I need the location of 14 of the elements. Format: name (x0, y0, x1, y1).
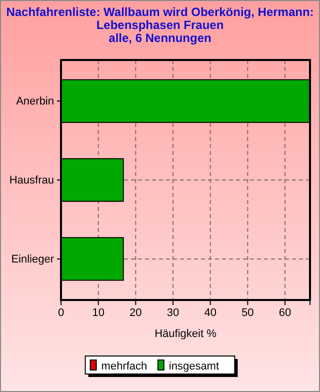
chart-title: Nachfahrenliste: Wallbaum wird Oberkönig, Hermann: Lebensphasen Frauen alle, 6 Nennungen (6, 5, 314, 45)
x-axis-title: Häufigkeit % (154, 328, 217, 340)
x-tick-label: 0 (58, 306, 64, 319)
legend-label: mehrfach (101, 360, 148, 372)
y-tick-label: Anerbin (16, 96, 54, 108)
y-tick-label: Einlieger (11, 253, 54, 266)
x-tick-label: 10 (92, 306, 104, 319)
y-tick-label: Hausfrau (9, 174, 54, 187)
x-tick-label: 40 (204, 306, 216, 319)
x-tick-label: 20 (130, 306, 142, 319)
x-tick-label: 30 (166, 306, 180, 319)
x-tick-label: 60 (278, 306, 292, 319)
legend-label: insgesamt (168, 360, 220, 372)
x-tick-label: 50 (242, 306, 254, 319)
